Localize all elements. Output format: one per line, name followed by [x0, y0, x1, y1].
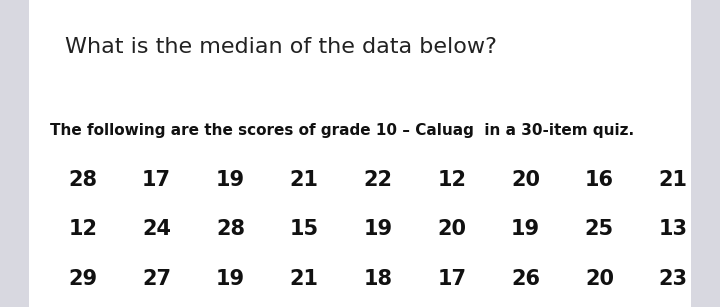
Text: 17: 17: [437, 269, 467, 289]
Text: 12: 12: [68, 220, 97, 239]
Text: What is the median of the data below?: What is the median of the data below?: [65, 37, 497, 57]
Text: 19: 19: [216, 269, 245, 289]
Text: 19: 19: [364, 220, 392, 239]
Text: 26: 26: [511, 269, 540, 289]
Text: 28: 28: [68, 170, 97, 190]
Text: 15: 15: [289, 220, 319, 239]
Text: 17: 17: [142, 170, 171, 190]
Text: 21: 21: [659, 170, 688, 190]
Text: 16: 16: [585, 170, 614, 190]
Text: 22: 22: [364, 170, 392, 190]
Text: 13: 13: [659, 220, 688, 239]
Text: 23: 23: [659, 269, 688, 289]
Text: 29: 29: [68, 269, 97, 289]
Text: 21: 21: [289, 170, 319, 190]
Text: 19: 19: [216, 170, 245, 190]
Text: 18: 18: [364, 269, 392, 289]
Text: The following are the scores of grade 10 – Caluag  in a 30-item quiz.: The following are the scores of grade 10…: [50, 123, 634, 138]
Text: 20: 20: [511, 170, 540, 190]
Text: 27: 27: [142, 269, 171, 289]
Text: 19: 19: [511, 220, 540, 239]
Text: 28: 28: [216, 220, 245, 239]
FancyBboxPatch shape: [29, 0, 691, 307]
Text: 24: 24: [142, 220, 171, 239]
Text: 20: 20: [585, 269, 614, 289]
Text: 21: 21: [289, 269, 319, 289]
Text: 25: 25: [585, 220, 614, 239]
Text: 20: 20: [437, 220, 467, 239]
Text: 12: 12: [437, 170, 467, 190]
